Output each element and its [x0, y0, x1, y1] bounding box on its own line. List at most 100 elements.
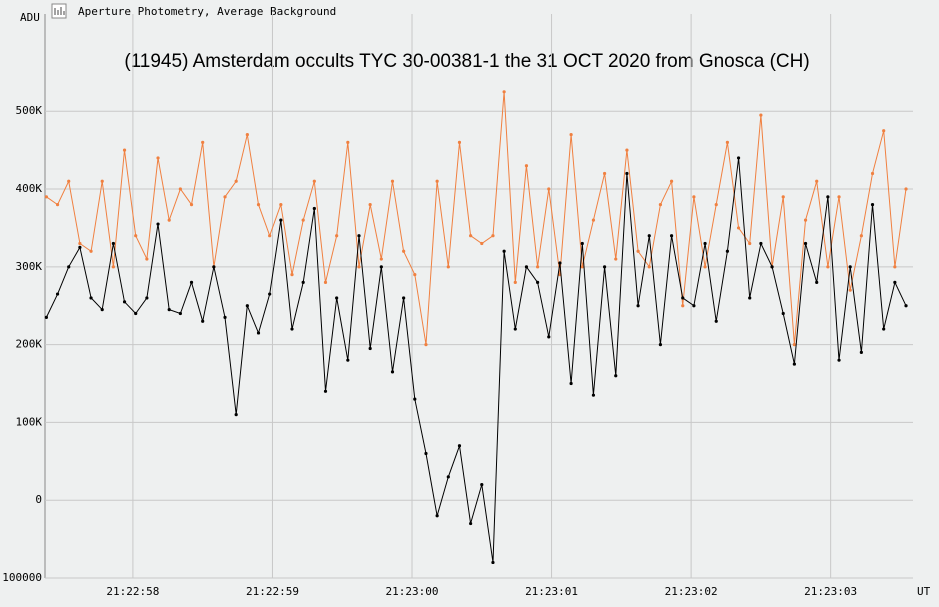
data-point: [736, 226, 741, 230]
data-point: [893, 265, 897, 269]
data-point: [815, 280, 819, 284]
series-line: [45, 157, 907, 563]
data-point: [882, 327, 886, 331]
data-point: [658, 343, 663, 347]
data-point: [134, 234, 138, 238]
data-point: [446, 475, 450, 479]
data-point: [692, 195, 696, 199]
data-point: [89, 296, 93, 300]
data-point: [134, 311, 138, 316]
data-point: [402, 249, 406, 253]
data-point: [513, 280, 517, 284]
data-point: [748, 296, 752, 300]
data-point: [859, 350, 863, 354]
data-point: [658, 202, 663, 207]
data-point: [44, 195, 48, 199]
data-point: [803, 218, 808, 222]
data-point: [390, 370, 395, 374]
data-point: [904, 187, 908, 191]
data-point: [602, 265, 607, 269]
data-point: [178, 311, 182, 316]
data-point: [893, 280, 897, 284]
data-point: [848, 265, 852, 269]
data-point: [323, 389, 328, 393]
data-point: [335, 234, 339, 238]
data-point: [256, 331, 261, 335]
data-point: [301, 218, 305, 222]
data-point: [647, 234, 651, 238]
x-tick-label: 21:23:03: [804, 585, 857, 598]
y-tick-label: 300K: [16, 260, 43, 273]
x-tick-label: 21:23:02: [665, 585, 718, 598]
data-point: [312, 206, 316, 211]
data-point: [212, 265, 216, 269]
data-point: [413, 273, 417, 277]
data-point: [201, 140, 205, 144]
data-point: [669, 234, 674, 238]
data-point: [279, 202, 283, 207]
data-point: [268, 292, 272, 296]
data-point: [591, 393, 596, 397]
data-point: [178, 187, 182, 191]
data-point: [480, 483, 484, 487]
data-point: [290, 273, 294, 277]
x-tick-label: 21:22:59: [246, 585, 299, 598]
data-point: [625, 148, 629, 152]
data-point: [558, 261, 562, 265]
x-axis-label: UT: [917, 585, 931, 598]
data-point: [859, 234, 863, 238]
data-point: [636, 249, 640, 253]
y-tick-label: 100000: [2, 571, 42, 584]
data-point: [111, 241, 115, 246]
y-tick-label: 100K: [16, 415, 43, 428]
data-point: [424, 343, 428, 347]
data-point: [536, 265, 540, 269]
series-line: [46, 91, 907, 345]
data-point: [145, 296, 149, 300]
data-point: [703, 241, 707, 246]
data-point: [156, 156, 160, 160]
data-point: [781, 311, 785, 316]
data-point: [111, 265, 115, 269]
data-point: [245, 132, 249, 137]
data-point: [826, 195, 830, 199]
data-point: [837, 358, 841, 362]
chart-title: (11945) Amsterdam occults TYC 30-00381-1…: [124, 51, 809, 72]
data-point: [379, 257, 383, 261]
data-point: [524, 265, 529, 269]
data-point: [268, 234, 272, 238]
data-point: [122, 148, 127, 152]
data-point: [301, 280, 305, 284]
data-point: [614, 374, 618, 378]
data-point: [223, 315, 227, 319]
data-point: [669, 179, 674, 183]
data-point: [279, 218, 283, 222]
data-point: [67, 265, 71, 269]
data-point: [803, 241, 808, 246]
data-point: [882, 129, 886, 133]
data-point: [55, 202, 60, 207]
data-point: [614, 257, 618, 261]
data-point: [435, 514, 439, 518]
data-point: [714, 202, 718, 207]
data-point: [156, 222, 160, 226]
data-point: [234, 413, 238, 417]
data-point: [681, 304, 685, 308]
data-point: [100, 179, 104, 183]
data-point: [502, 249, 506, 253]
data-point: [167, 218, 171, 222]
data-point: [469, 521, 473, 526]
data-point: [792, 362, 796, 366]
data-point: [480, 241, 484, 246]
data-point: [870, 171, 875, 176]
data-point: [770, 265, 774, 269]
window-icon-glyph: [54, 7, 65, 15]
data-point: [335, 296, 339, 300]
data-point: [580, 241, 584, 246]
data-point: [100, 308, 104, 312]
data-point: [502, 90, 506, 94]
data-point: [647, 265, 651, 269]
data-point: [189, 202, 194, 207]
data-point: [725, 249, 729, 253]
x-tick-label: 21:23:01: [525, 585, 578, 598]
